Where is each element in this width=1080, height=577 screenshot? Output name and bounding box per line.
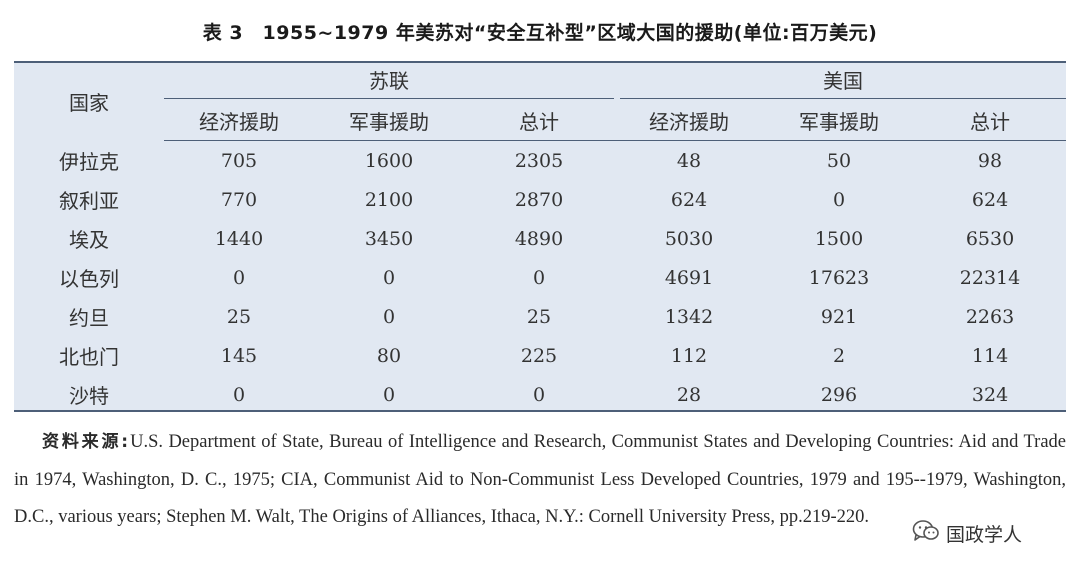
value-cell: 921 xyxy=(820,305,858,328)
value-cell: 6530 xyxy=(965,227,1015,250)
value-cell: 5030 xyxy=(664,227,714,250)
value-cell: 114 xyxy=(971,344,1009,367)
value-cell: 624 xyxy=(670,188,708,211)
value-cell: 80 xyxy=(376,344,402,367)
value-cell: 17623 xyxy=(808,266,870,289)
subheader-ussr-total: 总计 xyxy=(464,101,615,141)
value-cell: 0 xyxy=(532,383,546,406)
value-cell: 0 xyxy=(382,383,396,406)
group-header-ussr-label: 苏联 xyxy=(164,65,615,99)
subheader-usa-total: 总计 xyxy=(914,101,1067,141)
group-header-usa-label: 美国 xyxy=(620,65,1067,99)
value-cell: 25 xyxy=(226,305,252,328)
value-cell: 2 xyxy=(832,344,846,367)
aid-table: 国家 苏联 美国 经济援助 军事援助 总计 经济援助 军事援助 总计 伊拉克 7… xyxy=(14,63,1067,415)
value-cell: 3450 xyxy=(364,227,414,250)
value-cell: 0 xyxy=(382,305,396,328)
value-cell: 2305 xyxy=(514,149,564,172)
source-note: 资料来源:U.S. Department of State, Bureau of… xyxy=(14,424,1066,537)
country-cell: 沙特 xyxy=(69,384,109,408)
group-header-ussr: 苏联 xyxy=(164,63,615,101)
value-cell: 0 xyxy=(232,266,246,289)
table-row: 叙利亚 770 2100 2870 624 0 624 xyxy=(14,180,1066,219)
value-cell: 4890 xyxy=(514,227,564,250)
value-cell: 2100 xyxy=(364,188,414,211)
value-cell: 0 xyxy=(232,383,246,406)
wechat-icon xyxy=(912,519,940,547)
value-cell: 25 xyxy=(526,305,552,328)
aid-table-container: 国家 苏联 美国 经济援助 军事援助 总计 经济援助 军事援助 总计 伊拉克 7… xyxy=(14,61,1067,415)
wechat-watermark: 国政学人 xyxy=(906,516,1029,550)
value-cell: 0 xyxy=(382,266,396,289)
subheader-ussr-economic: 经济援助 xyxy=(164,101,314,141)
country-cell: 以色列 xyxy=(59,267,119,291)
table-row: 埃及 1440 3450 4890 5030 1500 6530 xyxy=(14,219,1066,258)
value-cell: 1440 xyxy=(214,227,264,250)
source-text: U.S. Department of State, Bureau of Inte… xyxy=(14,432,1066,527)
value-cell: 1600 xyxy=(364,149,414,172)
value-cell: 145 xyxy=(220,344,258,367)
value-cell: 624 xyxy=(971,188,1009,211)
country-cell: 约旦 xyxy=(69,306,109,330)
country-cell: 伊拉克 xyxy=(59,149,119,174)
country-cell: 叙利亚 xyxy=(59,189,119,213)
subheader-usa-economic: 经济援助 xyxy=(614,101,765,141)
value-cell: 324 xyxy=(971,383,1009,406)
table-row: 伊拉克 705 1600 2305 48 50 98 xyxy=(14,141,1066,181)
value-cell: 225 xyxy=(520,344,558,367)
value-cell: 296 xyxy=(820,383,858,406)
value-cell: 770 xyxy=(220,188,258,211)
value-cell: 98 xyxy=(977,149,1003,172)
table-title: 表 3 1955~1979 年美苏对“安全互补型”区域大国的援助(单位:百万美元… xyxy=(202,22,878,44)
value-cell: 48 xyxy=(676,149,702,172)
watermark-text: 国政学人 xyxy=(946,523,1023,546)
subheader-usa-military: 军事援助 xyxy=(764,101,915,141)
table-row: 约旦 25 0 25 1342 921 2263 xyxy=(14,297,1066,336)
value-cell: 1342 xyxy=(664,305,714,328)
table-row: 北也门 145 80 225 112 2 114 xyxy=(14,336,1066,375)
group-header-usa: 美国 xyxy=(614,63,1067,101)
value-cell: 2870 xyxy=(514,188,564,211)
table-row: 以色列 0 0 0 4691 17623 22314 xyxy=(14,258,1066,297)
value-cell: 2263 xyxy=(965,305,1015,328)
value-cell: 22314 xyxy=(959,266,1021,289)
value-cell: 4691 xyxy=(664,266,714,289)
table-body: 伊拉克 705 1600 2305 48 50 98 叙利亚 770 2100 … xyxy=(14,141,1066,415)
country-cell: 北也门 xyxy=(59,345,119,369)
value-cell: 1500 xyxy=(814,227,864,250)
value-cell: 0 xyxy=(532,266,546,289)
value-cell: 50 xyxy=(826,149,852,172)
table-row: 沙特 0 0 0 28 296 324 xyxy=(14,375,1066,414)
source-label: 资料来源: xyxy=(42,432,131,452)
subheader-ussr-military: 军事援助 xyxy=(314,101,464,141)
value-cell: 112 xyxy=(670,344,708,367)
value-cell: 705 xyxy=(220,149,258,172)
value-cell: 28 xyxy=(676,383,702,406)
value-cell: 0 xyxy=(832,188,846,211)
country-cell: 埃及 xyxy=(69,228,109,252)
country-column-header: 国家 xyxy=(69,91,109,116)
